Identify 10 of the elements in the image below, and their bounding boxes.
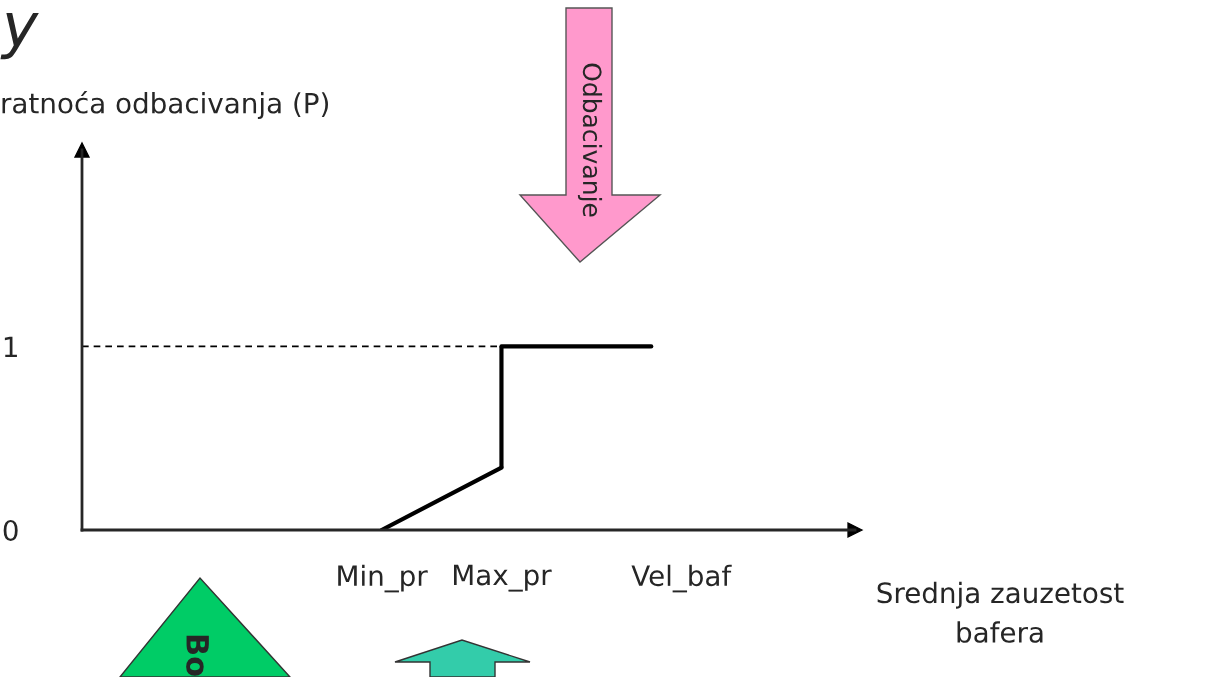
y-tick-label: 0	[3, 519, 18, 541]
x-tick-label: Min_pr	[338, 564, 428, 593]
annotation: Odbacivanje	[577, 63, 603, 217]
y-tick-label: 1	[4, 336, 17, 357]
chart-title: y	[0, 13, 39, 60]
x-tick-label: Vel_baf	[631, 564, 732, 593]
x-axis-title: Srednja zauzetost bafera	[877, 581, 1124, 643]
x-tick-label: Max_pr	[454, 564, 552, 592]
text: Bo	[186, 635, 209, 676]
y-axis-title: ratnoća odbacivanja (P)	[2, 91, 328, 119]
